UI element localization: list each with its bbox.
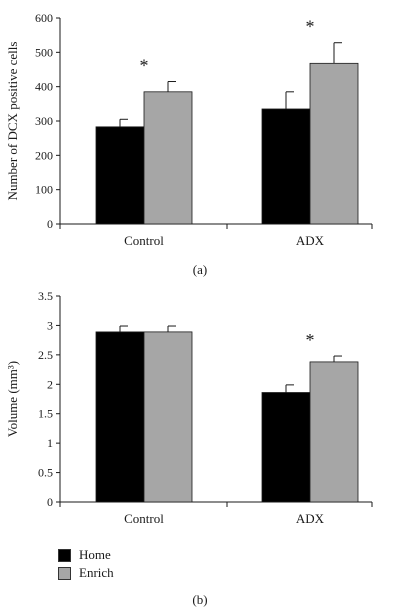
y-tick-label: 400 [35,80,53,94]
y-tick-label: 500 [35,45,53,59]
y-tick-label: 3 [47,318,53,332]
legend-swatch-home [58,548,71,562]
chart-panel-b: 0 0.5 1 1.5 2 2.5 3 3.5 Control ADX Volume (mm³) * [5,289,373,526]
y-tick-label: 0.5 [38,466,53,480]
y-tick-label: 1 [47,436,53,450]
y-tick-label: 200 [35,148,53,162]
significance-marker: * [140,56,149,76]
x-tick-label: Control [124,511,164,526]
y-axis-label: Number of DCX positive cells [5,42,20,201]
x-tick-label: ADX [296,233,325,248]
panel-label-b: (b) [192,592,208,607]
legend-swatch-enrich [58,566,71,580]
legend-label-home: Home [79,547,111,562]
significance-marker: * [306,330,315,350]
bar-home-adx [261,392,311,503]
y-axis-label: Volume (mm³) [5,361,20,437]
y-tick-label: 300 [35,114,53,128]
chart-panel-a: 0 100 200 300 400 500 600 Control ADX Number of D… [5,11,373,248]
x-tick-label: ADX [296,511,325,526]
bar-enrich-control [143,331,193,503]
y-tick-label: 2.5 [38,348,53,362]
y-tick-label: 3.5 [38,289,53,303]
y-tick-label: 600 [35,11,53,25]
legend-item-enrich: Enrich [58,565,114,581]
legend-label-enrich: Enrich [79,565,114,580]
bar-enrich-control [143,91,193,225]
bar-enrich-adx [309,62,359,225]
legend: Home Enrich [58,547,114,583]
bar-home-adx [261,108,311,225]
bar-home-control [95,126,145,225]
y-tick-label: 100 [35,183,53,197]
x-tick-label: Control [124,233,164,248]
bar-home-control [95,331,145,503]
y-tick-label: 1.5 [38,407,53,421]
significance-marker: * [306,17,315,37]
y-tick-label: 0 [47,217,53,231]
bar-enrich-adx [309,361,359,503]
y-tick-label: 2 [47,377,53,391]
legend-item-home: Home [58,547,114,563]
y-tick-label: 0 [47,495,53,509]
panel-label-a: (a) [192,262,208,277]
